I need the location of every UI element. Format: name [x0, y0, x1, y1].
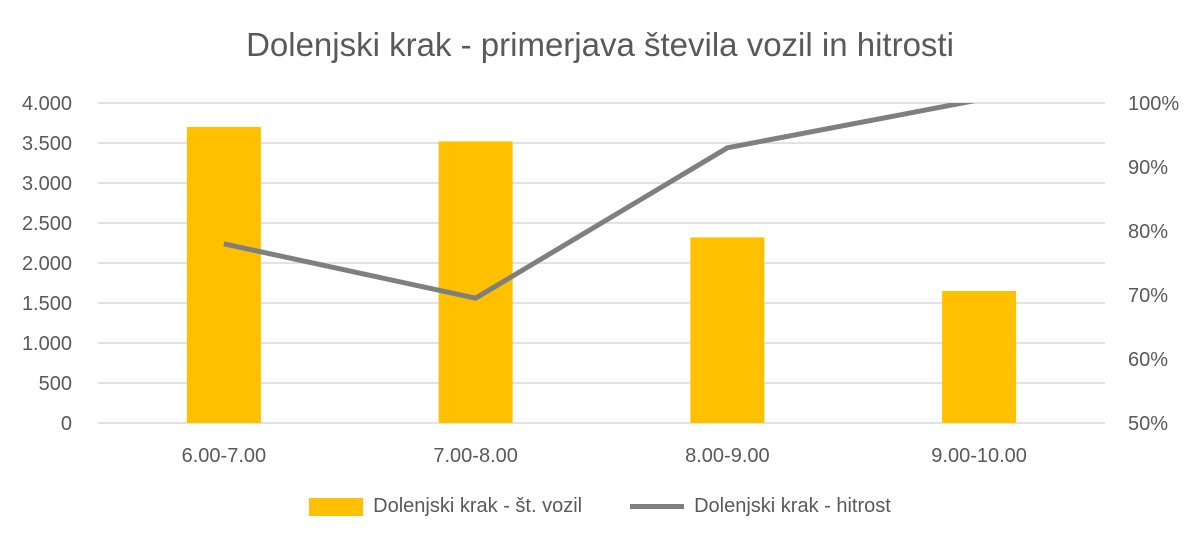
- right-axis-tick-labels: 50% 60% 70% 80% 90% 100%: [1128, 93, 1179, 435]
- right-tick-label: 50%: [1128, 413, 1168, 435]
- left-tick-label: 1.000: [22, 333, 72, 355]
- legend-item-line: Dolenjski krak - hitrost: [630, 495, 891, 518]
- left-tick-label: 1.500: [22, 293, 72, 315]
- left-tick-label: 0: [61, 413, 72, 435]
- chart-title: Dolenjski krak - primerjava števila vozi…: [246, 26, 954, 63]
- x-tick-label: 8.00-9.00: [685, 445, 770, 467]
- legend-swatch-bar: [309, 497, 364, 516]
- right-tick-label: 80%: [1128, 221, 1168, 243]
- right-tick-label: 90%: [1128, 157, 1168, 179]
- right-tick-label: 100%: [1128, 93, 1179, 115]
- x-axis-tick-labels: 6.00-7.00 7.00-8.00 8.00-9.00 9.00-10.00: [182, 445, 1027, 467]
- left-tick-label: 4.000: [22, 93, 72, 115]
- bar: [690, 237, 765, 423]
- left-tick-label: 3.500: [22, 133, 72, 155]
- left-axis-tick-labels: 0 500 1.000 1.500 2.000 2.500 3.000 3.500 4.000: [22, 93, 72, 435]
- left-tick-label: 500: [39, 373, 72, 395]
- x-tick-label: 7.00-8.00: [433, 445, 518, 467]
- bar-series: [186, 127, 1017, 423]
- legend-label-line: Dolenjski krak - hitrost: [694, 495, 891, 517]
- line-series: [223, 103, 976, 301]
- legend-item-bar: Dolenjski krak - št. vozil: [309, 495, 582, 518]
- left-tick-label: 2.000: [22, 253, 72, 275]
- x-tick-label: 9.00-10.00: [931, 445, 1027, 467]
- x-tick-label: 6.00-7.00: [182, 445, 267, 467]
- left-tick-label: 3.000: [22, 173, 72, 195]
- legend-swatch-line: [630, 504, 685, 509]
- series-line: [223, 103, 976, 301]
- bar: [942, 291, 1017, 423]
- right-tick-label: 60%: [1128, 349, 1168, 371]
- right-tick-label: 70%: [1128, 285, 1168, 307]
- bar: [186, 127, 261, 423]
- left-tick-label: 2.500: [22, 213, 72, 235]
- legend: Dolenjski krak - št. vozil Dolenjski kra…: [0, 495, 1200, 518]
- legend-label-bar: Dolenjski krak - št. vozil: [373, 495, 583, 517]
